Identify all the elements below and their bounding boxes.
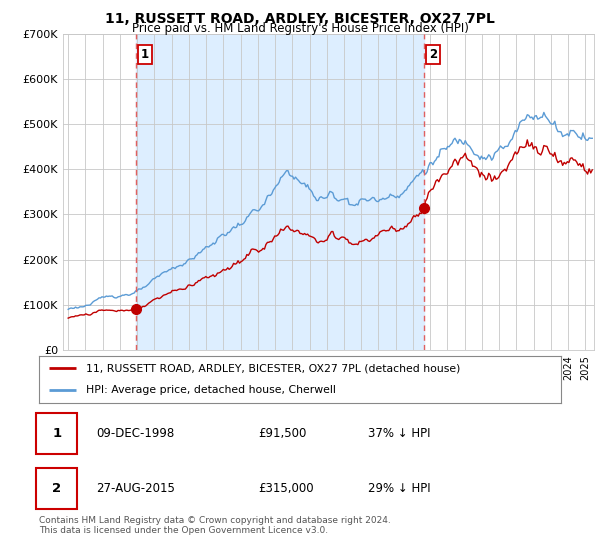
Bar bbox=[136, 34, 424, 350]
Text: 11, RUSSETT ROAD, ARDLEY, BICESTER, OX27 7PL: 11, RUSSETT ROAD, ARDLEY, BICESTER, OX27… bbox=[105, 12, 495, 26]
Text: 29% ↓ HPI: 29% ↓ HPI bbox=[368, 482, 430, 495]
Text: 09-DEC-1998: 09-DEC-1998 bbox=[97, 427, 175, 440]
FancyBboxPatch shape bbox=[37, 413, 77, 454]
Text: 37% ↓ HPI: 37% ↓ HPI bbox=[368, 427, 430, 440]
Text: 2: 2 bbox=[430, 48, 437, 61]
Text: HPI: Average price, detached house, Cherwell: HPI: Average price, detached house, Cher… bbox=[86, 385, 336, 395]
Text: £315,000: £315,000 bbox=[258, 482, 314, 495]
Text: 1: 1 bbox=[52, 427, 61, 440]
Text: 11, RUSSETT ROAD, ARDLEY, BICESTER, OX27 7PL (detached house): 11, RUSSETT ROAD, ARDLEY, BICESTER, OX27… bbox=[86, 363, 460, 374]
Text: Contains HM Land Registry data © Crown copyright and database right 2024.
This d: Contains HM Land Registry data © Crown c… bbox=[39, 516, 391, 535]
Text: 27-AUG-2015: 27-AUG-2015 bbox=[97, 482, 175, 495]
Text: 1: 1 bbox=[141, 48, 149, 61]
Text: Price paid vs. HM Land Registry's House Price Index (HPI): Price paid vs. HM Land Registry's House … bbox=[131, 22, 469, 35]
FancyBboxPatch shape bbox=[37, 468, 77, 508]
Text: £91,500: £91,500 bbox=[258, 427, 307, 440]
Text: 2: 2 bbox=[52, 482, 61, 495]
